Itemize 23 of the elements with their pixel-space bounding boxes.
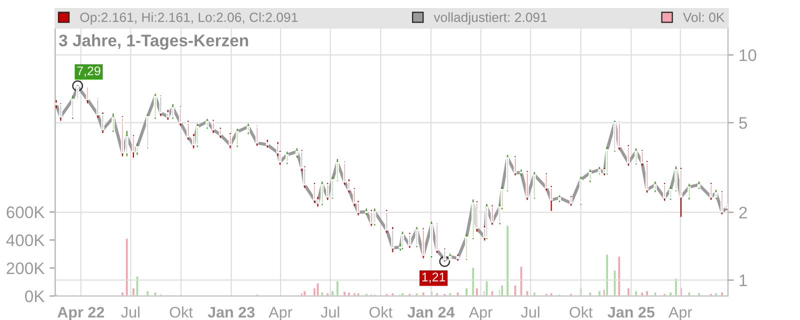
annotation: 7,29 [77, 66, 100, 77]
x-tick-label: Jan 25 [608, 306, 655, 318]
x-tick-label: Okt [370, 306, 392, 318]
x-tick-label: Okt [570, 306, 593, 318]
text: 3 Jahre, 1-Tages-Kerzen [58, 34, 248, 50]
annotation: 1,21 [422, 272, 446, 283]
y-tick-label: 1 [740, 274, 747, 286]
y-tick-label: 2 [739, 206, 747, 218]
legend-label: volladjustiert: 2.091 [434, 12, 547, 25]
y-tick-label: 10 [740, 49, 756, 62]
x-tick-label: Jul [121, 306, 140, 318]
y-tick-label: 5 [739, 117, 747, 129]
x-tick-label: Jan 24 [407, 306, 455, 318]
x-tick-label: Jul [320, 306, 340, 318]
y2-tick-label: 400K [6, 234, 45, 246]
x-tick-label: Jan 23 [208, 306, 255, 318]
x-tick-label: Okt [170, 306, 193, 318]
x-tick-label: Jul [521, 306, 540, 318]
legend-label: Op:2.161, Hi:2.161, Lo:2.06, Cl:2.091 [80, 12, 298, 25]
y2-tick-label: 0K [25, 290, 45, 302]
legend-label: Vol: 0K [682, 12, 725, 22]
y2-tick-label: 600K [6, 206, 45, 218]
y2-tick-label: 200K [6, 262, 45, 274]
